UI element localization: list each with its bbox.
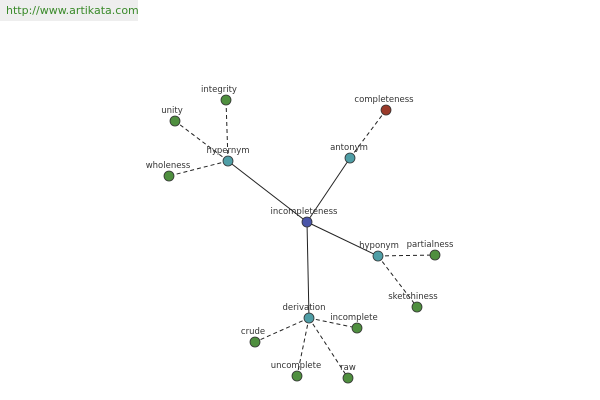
edge xyxy=(349,109,387,159)
node-label: uncomplete xyxy=(271,361,321,371)
node[interactable] xyxy=(344,152,356,164)
node[interactable] xyxy=(222,155,234,167)
node[interactable] xyxy=(351,322,363,334)
node-label: integrity xyxy=(201,85,237,95)
edge xyxy=(308,317,349,379)
node[interactable] xyxy=(303,312,315,324)
node[interactable] xyxy=(380,104,392,116)
node-label: derivation xyxy=(282,303,325,313)
node[interactable] xyxy=(163,170,175,182)
edges xyxy=(168,99,436,379)
node-label: sketchiness xyxy=(388,292,438,302)
node-label: raw xyxy=(340,363,356,373)
node-label: completeness xyxy=(354,95,414,105)
edge xyxy=(306,221,379,257)
edge xyxy=(225,99,229,162)
node[interactable] xyxy=(249,336,261,348)
node-label: antonym xyxy=(330,143,368,153)
node-label: partialness xyxy=(407,240,454,250)
edge xyxy=(308,317,358,329)
node[interactable] xyxy=(291,370,303,382)
node-label: hypernym xyxy=(206,146,249,156)
node-label: wholeness xyxy=(146,161,191,171)
header: http://www.artikata.com xyxy=(0,0,139,21)
edge xyxy=(306,221,310,319)
node[interactable] xyxy=(301,216,313,228)
edge xyxy=(377,255,418,308)
edge xyxy=(296,317,310,377)
edge xyxy=(168,160,229,177)
node-label: crude xyxy=(241,327,265,337)
edge xyxy=(377,254,436,257)
node[interactable] xyxy=(169,115,181,127)
url[interactable]: http://www.artikata.com xyxy=(6,4,139,17)
node[interactable] xyxy=(220,94,232,106)
labels: incompleteness hypernym antonym hyponym … xyxy=(146,85,454,373)
edge xyxy=(254,317,310,343)
node[interactable] xyxy=(372,250,384,262)
node-label: hyponym xyxy=(359,241,399,251)
node-label: incomplete xyxy=(330,313,377,323)
node[interactable] xyxy=(429,249,441,261)
edge xyxy=(227,160,308,223)
nodes xyxy=(163,94,441,384)
node[interactable] xyxy=(411,301,423,313)
node-label: unity xyxy=(161,106,183,116)
node[interactable] xyxy=(342,372,354,384)
node-label: incompleteness xyxy=(271,207,338,217)
edge xyxy=(306,157,351,223)
